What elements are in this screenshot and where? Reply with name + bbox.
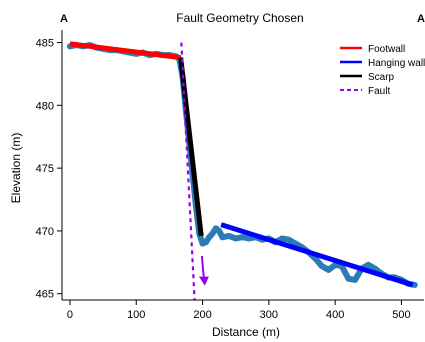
corner-label-left: A [60, 13, 68, 25]
profile-point [318, 263, 325, 270]
profile-point [411, 281, 418, 288]
y-axis-label: Elevation (m) [9, 133, 23, 204]
fault-arrow-shaft [200, 255, 205, 279]
fault-line [180, 42, 196, 300]
x-tick-label: 100 [127, 309, 145, 321]
y-tick-label: 480 [36, 100, 54, 112]
y-tick-label: 465 [36, 289, 54, 301]
x-axis-label: Distance (m) [212, 325, 280, 339]
corner-label-right: A' [417, 13, 425, 25]
data-layer [66, 41, 418, 300]
scarp-line [178, 57, 204, 237]
y-tick-label: 475 [36, 163, 54, 175]
profile-line [66, 42, 418, 288]
hanging-wall-line [220, 222, 414, 288]
profile-point [365, 261, 372, 268]
legend: Footwall Hanging wall Scarp Fault [340, 44, 425, 97]
profile-point [285, 236, 292, 243]
x-tick-label: 500 [392, 309, 410, 321]
profile-point [216, 227, 223, 234]
profile-point [345, 275, 352, 282]
profile-point [245, 235, 252, 242]
y-tick-label: 485 [36, 38, 54, 50]
x-tick-label: 400 [326, 309, 344, 321]
profile-point [202, 239, 209, 246]
profile-point [279, 235, 286, 242]
x-tick-label: 0 [67, 309, 73, 321]
fault-arrow-head [198, 276, 209, 286]
legend-label: Fault [368, 86, 390, 97]
profile-point [219, 234, 226, 241]
axes-layer: 0 100 200 300 400 500 465 470 475 480 485 [36, 30, 424, 321]
footwall-line [69, 41, 181, 61]
legend-label: Scarp [368, 72, 395, 83]
x-tick-label: 300 [260, 309, 278, 321]
chart-title: Fault Geometry Chosen [176, 11, 303, 25]
profile-point [239, 234, 246, 241]
profile-point [352, 276, 359, 283]
profile-point [226, 232, 233, 239]
profile-point [232, 235, 239, 242]
legend-label: Footwall [368, 44, 405, 55]
y-tick-label: 470 [36, 226, 54, 238]
x-tick-label: 200 [193, 309, 211, 321]
profile-point [209, 230, 216, 237]
profile-point [325, 266, 332, 273]
legend-label: Hanging wall [368, 58, 425, 69]
